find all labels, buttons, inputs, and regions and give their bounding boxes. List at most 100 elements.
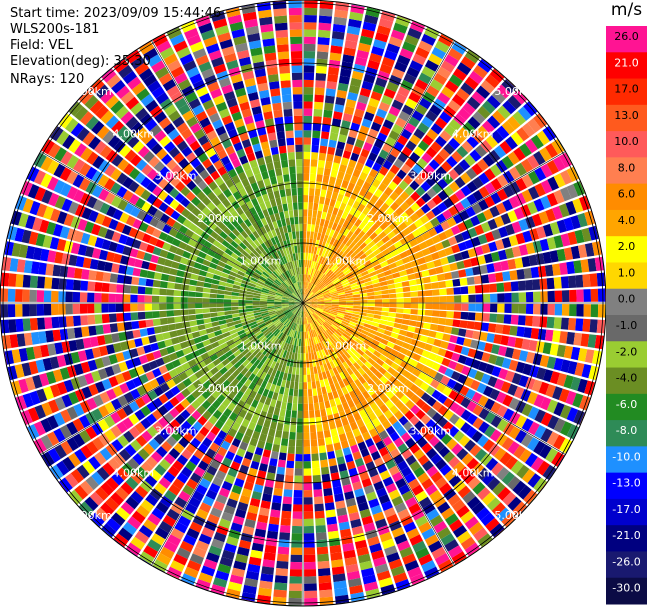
velocity-gate bbox=[452, 319, 461, 328]
velocity-gate bbox=[289, 298, 297, 302]
velocity-gate bbox=[305, 324, 308, 332]
velocity-gate bbox=[308, 307, 315, 312]
velocity-gate bbox=[264, 340, 272, 348]
velocity-gate bbox=[396, 245, 406, 254]
velocity-gate bbox=[268, 428, 276, 437]
velocity-gate bbox=[51, 304, 59, 316]
velocity-gate bbox=[310, 284, 316, 292]
velocity-gate bbox=[415, 278, 424, 285]
velocity-gate bbox=[338, 217, 346, 226]
velocity-gate bbox=[581, 227, 592, 242]
velocity-gate bbox=[232, 263, 241, 271]
velocity-gate bbox=[185, 91, 198, 103]
velocity-gate bbox=[573, 332, 583, 346]
velocity-gate bbox=[191, 331, 201, 339]
velocity-gate bbox=[121, 370, 132, 382]
velocity-gate bbox=[276, 291, 284, 296]
velocity-gate bbox=[45, 330, 54, 343]
velocity-gate bbox=[123, 202, 135, 215]
velocity-gate bbox=[443, 451, 456, 463]
velocity-gate bbox=[419, 214, 430, 225]
velocity-gate bbox=[320, 286, 328, 292]
velocity-gate bbox=[306, 260, 310, 268]
velocity-gate bbox=[292, 253, 297, 261]
velocity-gate bbox=[316, 306, 324, 310]
velocity-gate bbox=[47, 143, 61, 158]
velocity-gate bbox=[163, 400, 174, 412]
velocity-gate bbox=[399, 48, 414, 60]
velocity-gate bbox=[202, 216, 212, 226]
velocity-gate bbox=[330, 292, 338, 296]
velocity-gate bbox=[371, 213, 380, 223]
velocity-gate bbox=[141, 163, 153, 176]
velocity-gate bbox=[487, 477, 501, 491]
velocity-gate bbox=[139, 480, 153, 493]
velocity-gate bbox=[233, 361, 242, 369]
velocity-gate bbox=[188, 314, 197, 321]
velocity-gate bbox=[205, 106, 218, 117]
velocity-gate bbox=[381, 235, 391, 244]
velocity-gate bbox=[224, 248, 233, 256]
velocity-gate bbox=[500, 381, 512, 393]
velocity-gate bbox=[367, 357, 376, 366]
velocity-gate bbox=[326, 282, 334, 288]
velocity-gate bbox=[309, 173, 316, 182]
velocity-gate bbox=[229, 491, 240, 502]
velocity-gate bbox=[270, 314, 278, 320]
velocity-gate bbox=[210, 288, 218, 294]
velocity-gate bbox=[307, 291, 312, 298]
velocity-gate bbox=[326, 338, 333, 346]
velocity-gate bbox=[110, 425, 122, 438]
velocity-gate bbox=[205, 489, 218, 500]
velocity-gate bbox=[130, 285, 139, 294]
velocity-gate bbox=[183, 534, 197, 546]
velocity-gate bbox=[274, 329, 281, 337]
velocity-gate bbox=[195, 308, 203, 314]
velocity-gate bbox=[219, 342, 228, 350]
velocity-gate bbox=[101, 68, 117, 83]
velocity-gate bbox=[108, 283, 117, 293]
velocity-gate bbox=[331, 38, 344, 47]
velocity-gate bbox=[164, 424, 176, 435]
velocity-gate bbox=[322, 393, 329, 402]
velocity-gate bbox=[126, 50, 142, 64]
velocity-gate bbox=[241, 321, 250, 326]
velocity-gate bbox=[253, 535, 265, 545]
velocity-gate bbox=[132, 140, 145, 153]
velocity-gate bbox=[158, 231, 168, 241]
velocity-gate bbox=[346, 460, 356, 470]
velocity-gate bbox=[135, 466, 149, 479]
velocity-gate bbox=[343, 257, 351, 265]
velocity-gate bbox=[378, 231, 387, 240]
velocity-gate bbox=[282, 318, 289, 325]
velocity-gate bbox=[417, 309, 426, 316]
velocity-gate bbox=[240, 283, 249, 288]
velocity-gate bbox=[260, 141, 270, 150]
velocity-gate bbox=[373, 314, 382, 320]
velocity-gate bbox=[212, 216, 222, 226]
velocity-gate bbox=[310, 304, 318, 306]
velocity-gate bbox=[267, 306, 275, 309]
velocity-gate bbox=[435, 135, 447, 148]
velocity-gate bbox=[403, 421, 414, 432]
velocity-gate bbox=[329, 229, 335, 238]
velocity-gate bbox=[309, 417, 316, 426]
velocity-gate bbox=[303, 303, 308, 309]
velocity-gate bbox=[393, 240, 403, 249]
velocity-gate bbox=[346, 349, 354, 357]
velocity-gate bbox=[335, 594, 350, 604]
velocity-gate bbox=[242, 338, 251, 346]
velocity-gate bbox=[159, 98, 173, 111]
velocity-gate bbox=[408, 279, 417, 286]
velocity-gate bbox=[566, 407, 579, 422]
velocity-gate bbox=[202, 339, 211, 347]
velocity-gate bbox=[303, 296, 306, 303]
velocity-gate bbox=[254, 447, 264, 456]
velocity-gate bbox=[341, 61, 353, 71]
velocity-gate bbox=[312, 268, 316, 277]
velocity-gate bbox=[400, 128, 413, 140]
velocity-gate bbox=[199, 117, 211, 128]
velocity-gate bbox=[335, 285, 344, 290]
velocity-gate bbox=[324, 297, 332, 300]
